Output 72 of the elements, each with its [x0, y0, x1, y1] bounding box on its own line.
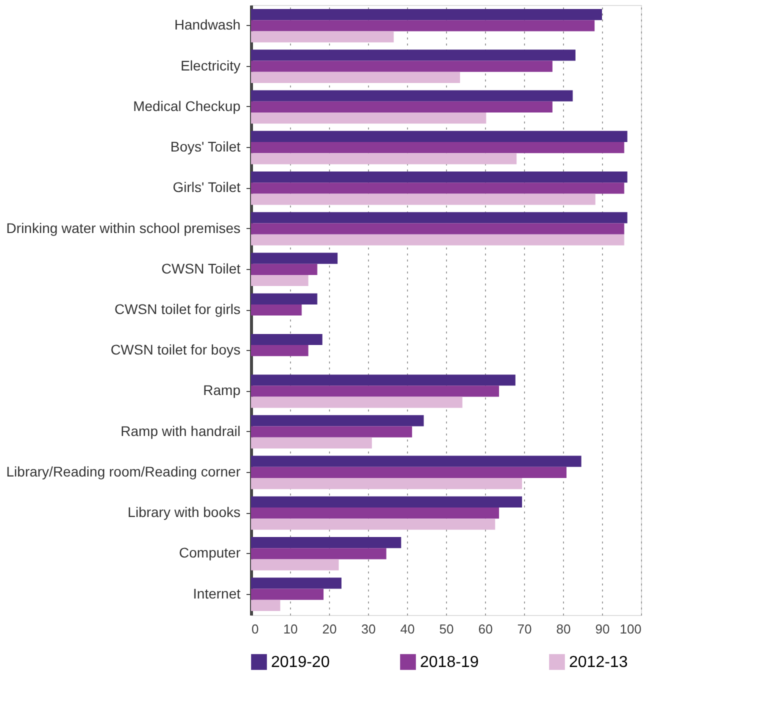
bar [251, 31, 394, 42]
bar [251, 386, 500, 397]
bar [251, 234, 624, 246]
bar [251, 437, 372, 448]
y-tick-label: CWSN toilet for girls [114, 301, 240, 317]
y-tick-label: Computer [179, 544, 241, 561]
x-tick-label: 80 [556, 622, 571, 636]
bar [251, 578, 342, 589]
bar [251, 559, 339, 570]
bar [251, 588, 324, 600]
y-tick-label: Library/Reading room/Reading corner [6, 463, 241, 480]
y-tick-label: Girls' Toilet [172, 179, 241, 196]
bar [251, 90, 573, 102]
bar [251, 374, 516, 386]
bar [251, 304, 302, 316]
y-tick-label: Electricity [180, 57, 240, 74]
bar [251, 426, 412, 438]
bar [251, 518, 496, 530]
bar [251, 252, 338, 264]
bar [251, 50, 576, 61]
bar [251, 274, 308, 286]
bar [251, 130, 628, 142]
x-tick-label: 40 [400, 622, 415, 636]
bar [251, 334, 322, 346]
bar [251, 537, 402, 548]
bar [251, 508, 500, 519]
bar [251, 212, 628, 224]
x-tick-label: 20 [322, 622, 337, 636]
y-tick-label: Library with books [128, 504, 240, 520]
bar [251, 496, 522, 508]
bar [251, 415, 424, 426]
bar [251, 20, 595, 32]
bar [251, 223, 624, 234]
bar [251, 345, 308, 356]
bar [251, 182, 624, 194]
bar [251, 194, 596, 205]
bar [251, 264, 318, 275]
bar [251, 396, 462, 408]
x-tick-label: 90 [595, 622, 610, 636]
y-tick-label: CWSN Toilet [161, 260, 241, 276]
x-tick-label: 0 [252, 622, 259, 636]
y-tick-label: Ramp [203, 382, 241, 398]
x-tick-label: 30 [361, 622, 376, 636]
x-tick-label: 10 [283, 622, 298, 636]
y-tick-label: Boys' Toilet [170, 138, 241, 155]
bar [251, 9, 602, 20]
y-tick-label: Drinking water within school premises [6, 220, 240, 236]
y-tick-label: Medical Checkup [133, 98, 241, 114]
x-tick-label: 60 [478, 622, 493, 636]
x-tick-label: 50 [439, 622, 454, 636]
legend-label: 2012-13 [569, 654, 628, 671]
x-tick-label: 70 [517, 622, 532, 636]
bar [251, 548, 386, 560]
bar [251, 112, 486, 124]
y-tick-label: Handwash [174, 16, 240, 33]
y-tick-label: Internet [193, 585, 241, 602]
bar [251, 293, 318, 304]
bar [251, 466, 567, 478]
legend-label: 2018-19 [420, 654, 479, 671]
legend-label: 2019-20 [271, 654, 330, 671]
bar [251, 600, 280, 611]
bar [251, 60, 552, 72]
bar [251, 72, 460, 83]
bar [251, 478, 522, 490]
y-tick-label: CWSN toilet for boys [110, 342, 240, 358]
y-tick-label: Ramp with handrail [120, 422, 240, 439]
bar [251, 456, 582, 467]
bar [251, 172, 628, 183]
bar [251, 101, 552, 112]
bar [251, 153, 517, 164]
x-tick-label: 100 [620, 622, 642, 636]
bar [251, 142, 624, 154]
